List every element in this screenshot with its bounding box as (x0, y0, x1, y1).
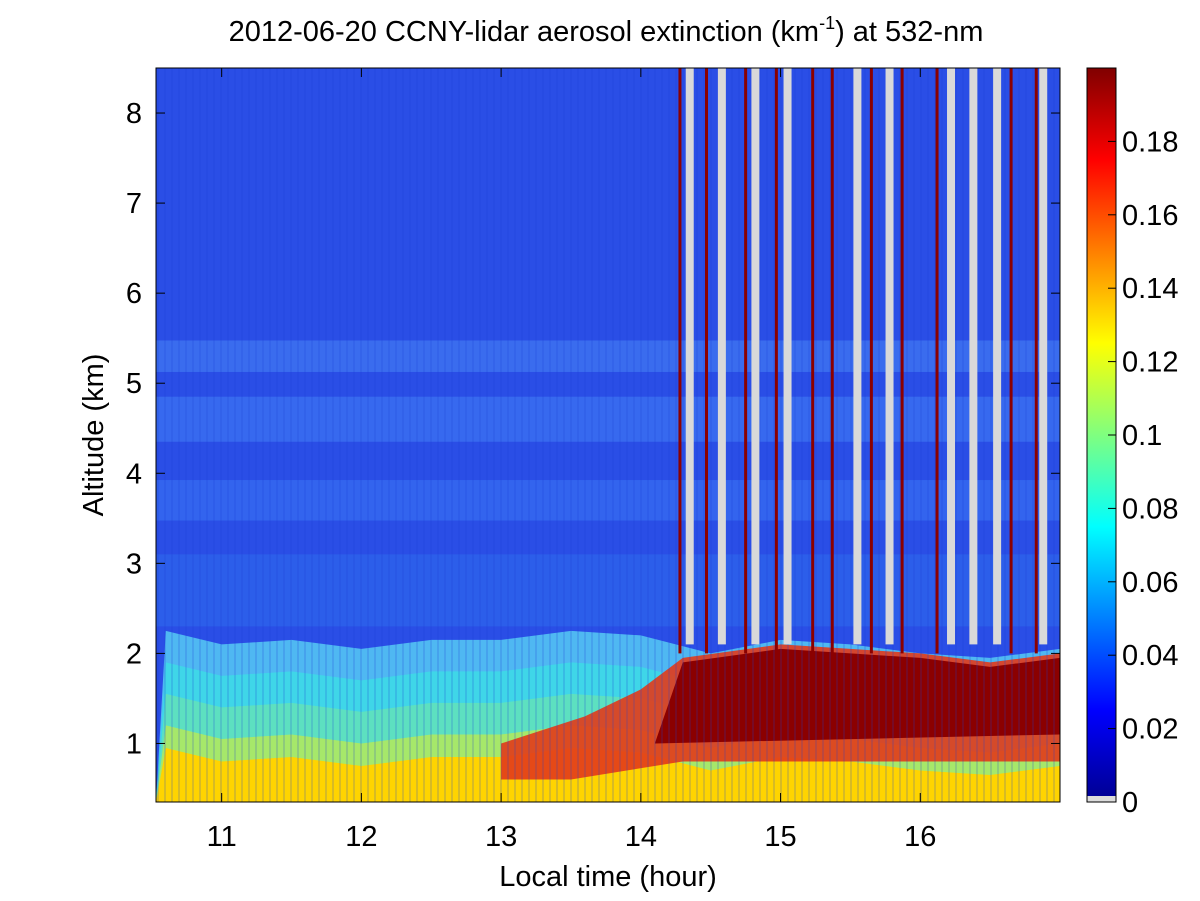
cloud-column (1009, 68, 1013, 654)
heat-elevated-layer (156, 340, 1060, 372)
colorbar-tick-label: 0.04 (1122, 640, 1178, 672)
y-tick-label: 3 (126, 548, 142, 580)
no-data-gap (1039, 68, 1048, 645)
cloud-column (830, 68, 834, 654)
heatmap-area (156, 68, 1060, 802)
no-data-gap (885, 68, 894, 645)
x-tick-label: 14 (625, 821, 657, 853)
colorbar-tick-label: 0.16 (1122, 200, 1178, 232)
x-tick-label: 12 (345, 821, 377, 853)
no-data-gaps (685, 68, 1048, 645)
y-tick-label: 1 (126, 728, 142, 760)
x-tick-label: 11 (207, 821, 237, 853)
cloud-column (935, 68, 939, 654)
y-tick-label: 7 (126, 188, 142, 220)
cloud-column (744, 68, 748, 654)
no-data-gap (993, 68, 1002, 645)
colorbar-tick-label: 0.14 (1122, 273, 1178, 305)
cloud-column (678, 68, 682, 654)
cloud-columns (678, 68, 1038, 654)
colorbar-zero-swatch (1087, 796, 1116, 802)
x-tick-label: 13 (485, 821, 517, 853)
y-tick-label: 6 (126, 278, 142, 310)
no-data-gap (751, 68, 760, 645)
colorbar: 0 0.02 0.04 0.06 0.08 0.1 0.12 0.14 0.16 0.18 (1086, 67, 1178, 819)
cloud-column (705, 68, 709, 654)
cloud-column (869, 68, 873, 654)
y-tick-label: 4 (126, 458, 142, 490)
x-tick-label: 15 (764, 821, 796, 853)
cloud-column (1034, 68, 1038, 654)
colorbar-tick-label: 0.18 (1122, 126, 1178, 158)
y-tick-label: 8 (126, 98, 142, 130)
heat-dense-aerosol (654, 648, 1060, 744)
no-data-gap (947, 68, 956, 645)
colorbar-tick-label: 0.02 (1122, 714, 1178, 746)
no-data-gap (685, 68, 694, 645)
cloud-column (774, 68, 778, 654)
chart-title: 2012-06-20 CCNY-lidar aerosol extinction… (229, 13, 984, 48)
no-data-gap (853, 68, 862, 645)
x-axis-label: Local time (hour) (499, 861, 717, 893)
no-data-gap (717, 68, 726, 645)
colorbar-tick-label: 0.1 (1122, 420, 1162, 452)
heat-elevated-layer (156, 554, 1060, 627)
no-data-gap (969, 68, 978, 645)
no-data-gap (783, 68, 792, 645)
colorbar-tick-label: 0.08 (1122, 493, 1178, 525)
y-tick-label: 2 (126, 638, 142, 670)
plot-frame (155, 67, 1061, 803)
x-axis: 11 12 13 14 15 16 (207, 68, 936, 853)
heat-elevated-layer (156, 480, 1060, 521)
x-tick-label: 16 (904, 821, 936, 853)
heat-elevated-layer (156, 396, 1060, 442)
colorbar-tick-label: 0.06 (1122, 567, 1178, 599)
y-axis: 1 2 3 4 5 6 7 8 (126, 98, 1060, 760)
cloud-column (811, 68, 815, 654)
colorbar-tick-label: 0.12 (1122, 347, 1178, 379)
colorbar-tick-label: 0 (1122, 787, 1138, 819)
heat-boundary-band (156, 748, 1060, 802)
colorbar-ticks: 0 0.02 0.04 0.06 0.08 0.1 0.12 0.14 0.16 0.18 (1108, 126, 1178, 819)
y-tick-label: 5 (126, 368, 142, 400)
cloud-column (900, 68, 904, 654)
y-axis-label: Altitude (km) (78, 354, 110, 517)
